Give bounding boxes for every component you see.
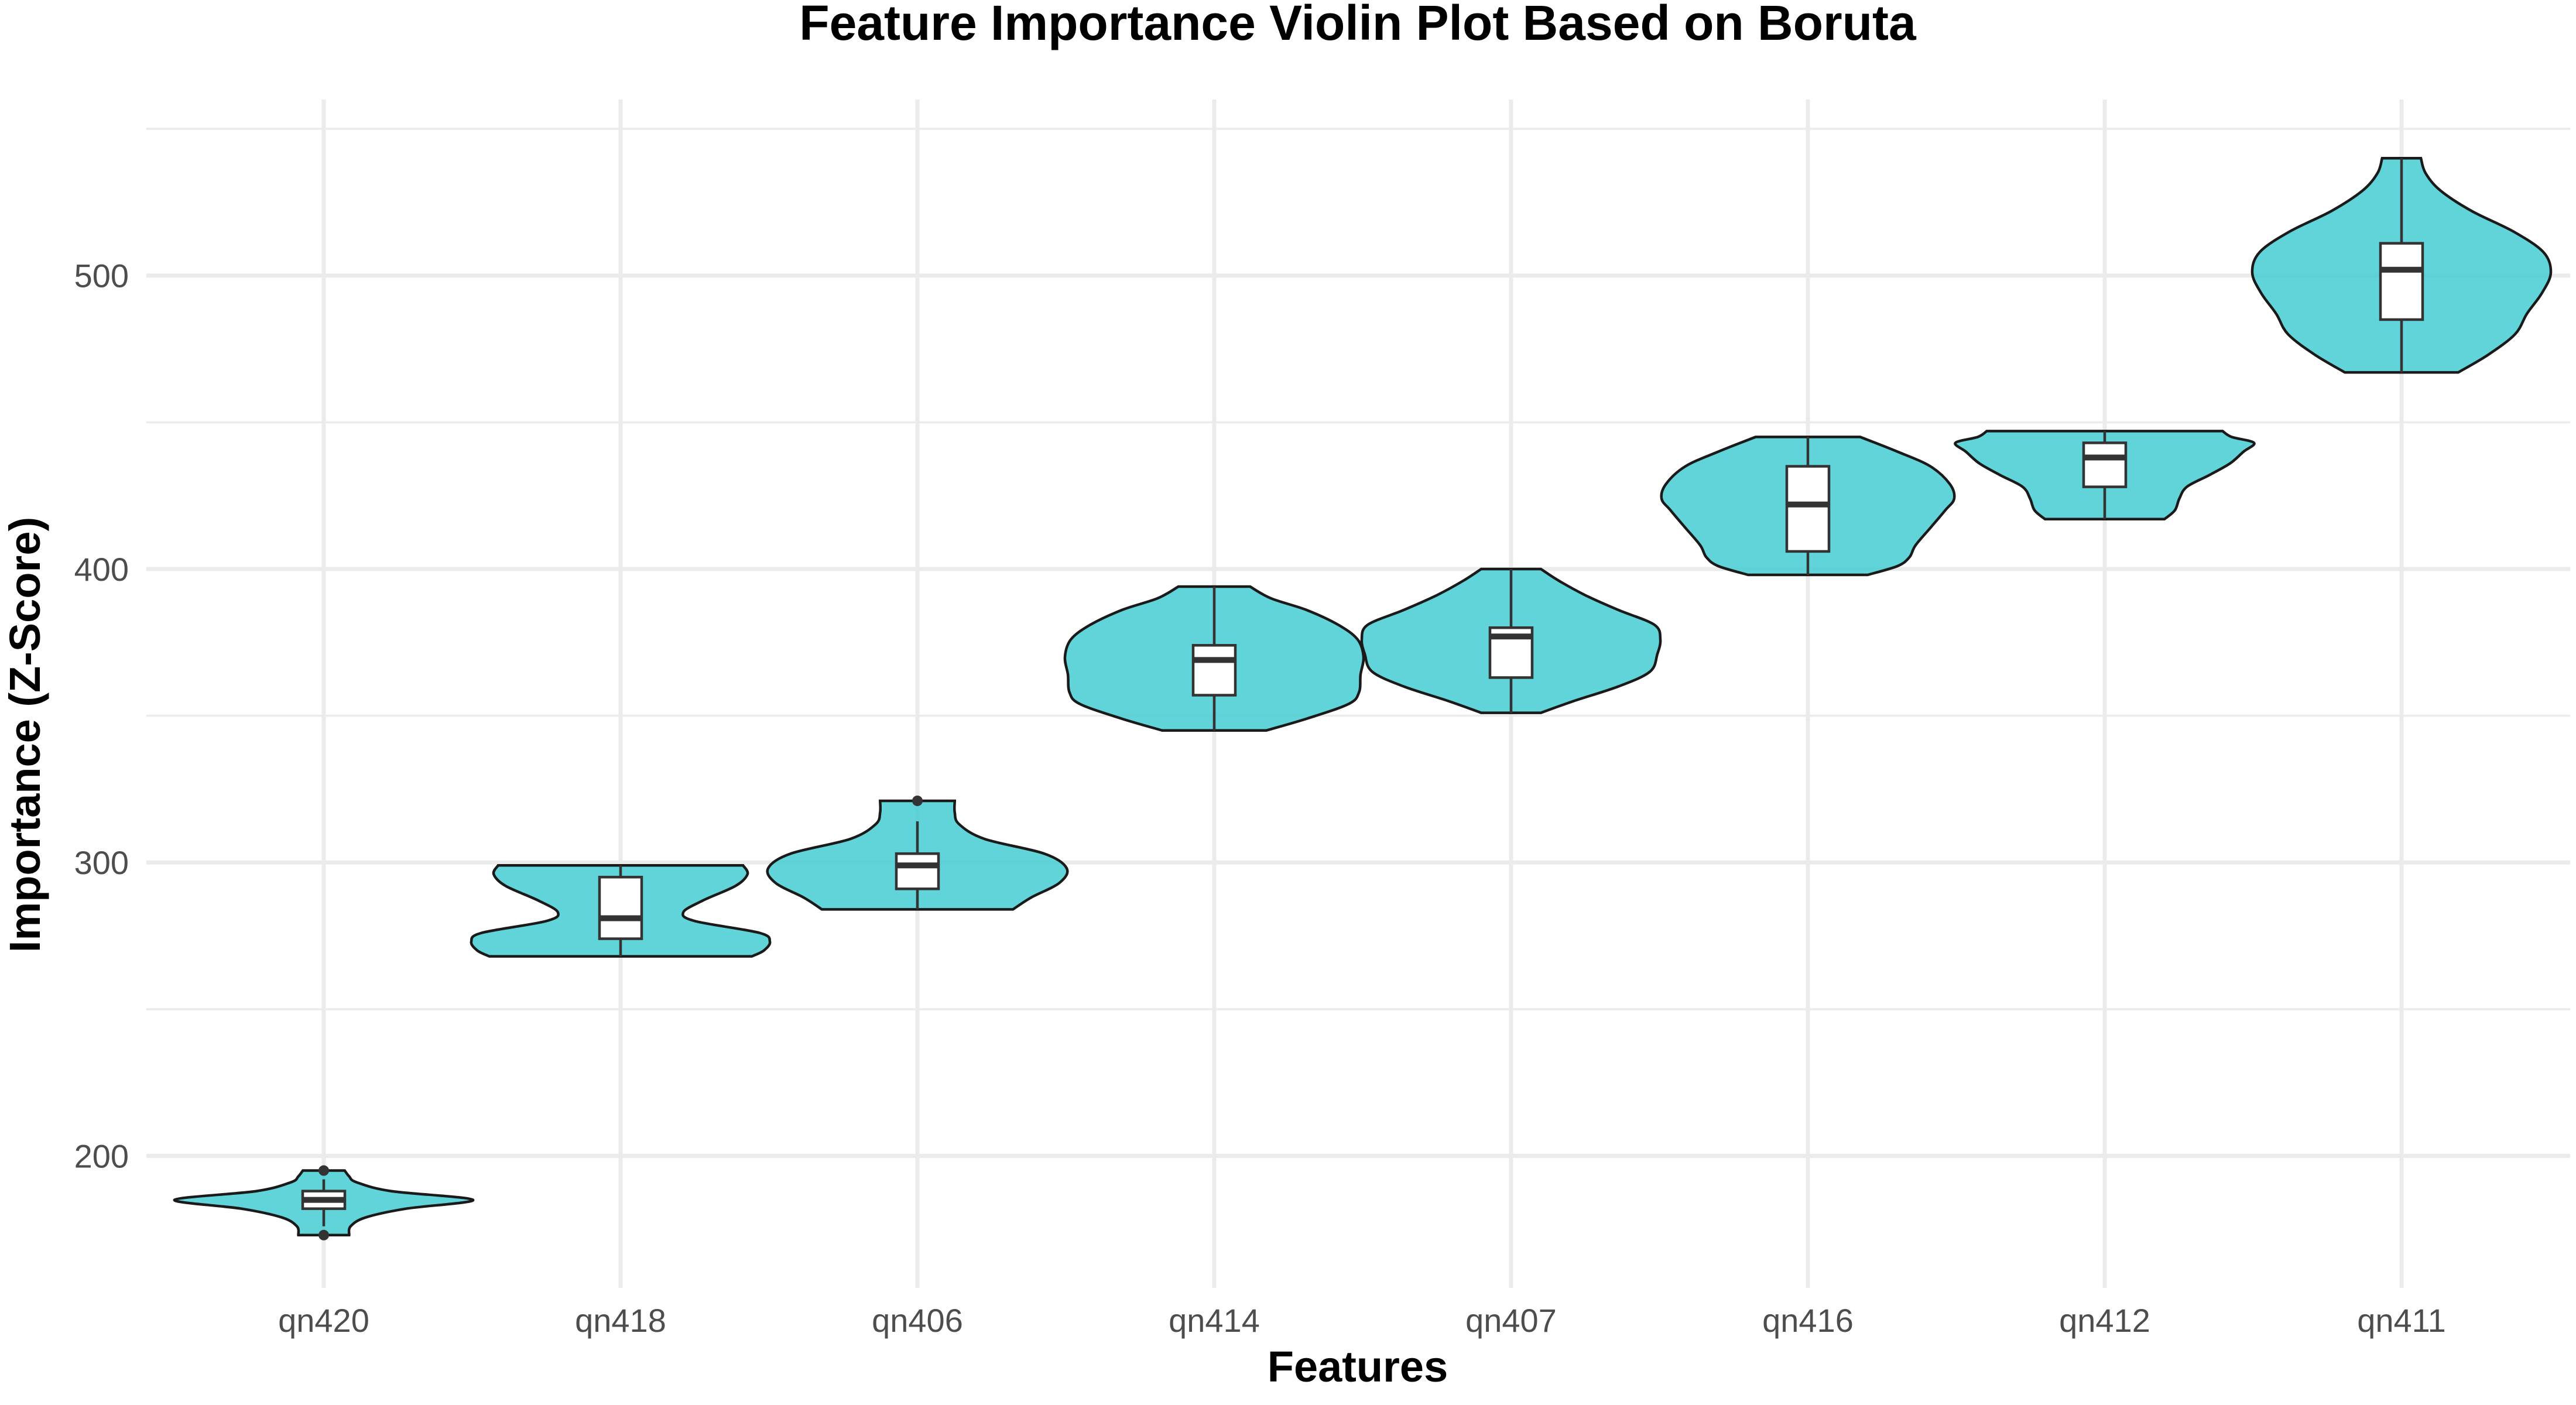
y-tick-label: 300 [74, 844, 129, 881]
violin-group-qn418 [470, 863, 772, 958]
x-tick-labels: qn420 qn418 qn406 qn414 qn407 qn416 qn412 qn411 [278, 1302, 2446, 1339]
x-tick-label: qn418 [575, 1302, 666, 1339]
outlier-point [318, 1229, 329, 1240]
violin-group-qn416 [1660, 436, 1956, 577]
outlier-point [318, 1165, 329, 1176]
x-axis-title: Features [1268, 1342, 1448, 1391]
x-tick-label: qn411 [2357, 1302, 2446, 1339]
x-tick-label: qn412 [2059, 1302, 2150, 1339]
violin-group-qn412 [1954, 430, 2256, 521]
x-tick-label: qn407 [1465, 1302, 1557, 1339]
outlier-point [912, 795, 923, 806]
violin-group-qn406 [766, 795, 1069, 911]
box-qn418 [598, 876, 643, 940]
violin-group-qn414 [1063, 585, 1365, 732]
box-qn406 [895, 852, 940, 890]
violin-group-qn420 [173, 1165, 475, 1240]
y-tick-labels: 200 300 400 500 [74, 258, 129, 1175]
y-tick-label: 200 [74, 1137, 129, 1174]
y-tick-label: 500 [74, 258, 129, 294]
violin-layer [173, 156, 2553, 1240]
x-tick-label: qn416 [1762, 1302, 1854, 1339]
x-tick-label: qn420 [278, 1302, 369, 1339]
box-qn416 [1785, 465, 1831, 553]
box-qn412 [2082, 441, 2128, 488]
x-tick-label: qn414 [1169, 1302, 1260, 1339]
box-qn414 [1191, 644, 1237, 697]
violin-group-qn407 [1360, 567, 1662, 714]
box-qn411 [2379, 242, 2424, 321]
y-axis-title: Importance (Z-Score) [1, 517, 49, 952]
x-tick-label: qn406 [872, 1302, 963, 1339]
y-tick-label: 400 [74, 551, 129, 588]
violin-group-qn411 [2250, 156, 2553, 374]
chart-title: Feature Importance Violin Plot Based on … [799, 0, 1917, 50]
